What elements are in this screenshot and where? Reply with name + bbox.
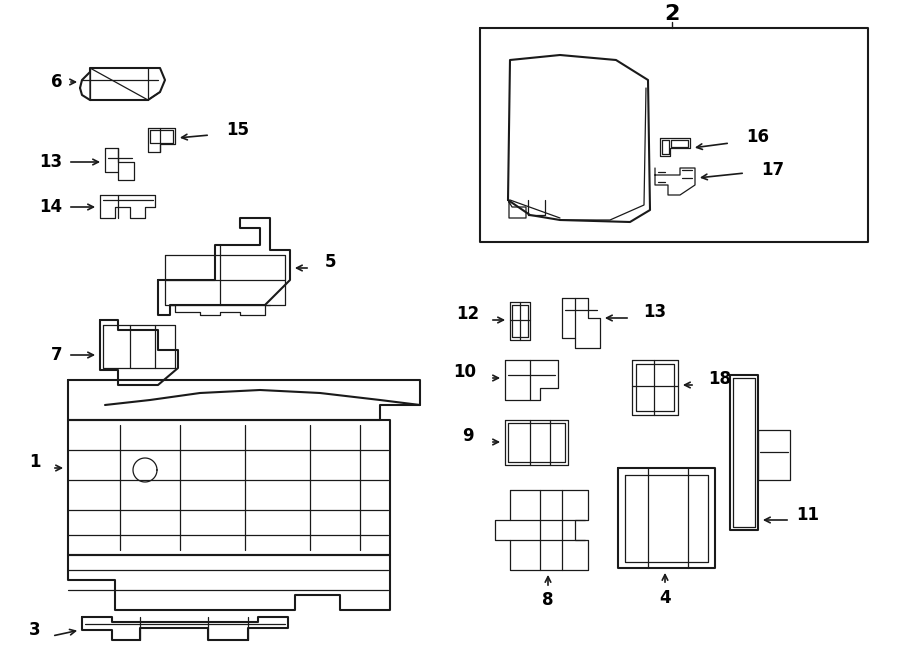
Text: 11: 11 <box>796 506 820 524</box>
Text: 2: 2 <box>664 4 680 24</box>
Text: 7: 7 <box>50 346 62 364</box>
Text: 3: 3 <box>29 621 40 639</box>
Text: 17: 17 <box>761 161 785 179</box>
Text: 5: 5 <box>324 253 336 271</box>
Text: 1: 1 <box>29 453 40 471</box>
Text: 15: 15 <box>227 121 249 139</box>
Text: 4: 4 <box>659 589 670 607</box>
Text: 16: 16 <box>746 128 769 146</box>
Text: 9: 9 <box>463 427 473 445</box>
Text: 14: 14 <box>39 198 62 216</box>
Text: 13: 13 <box>644 303 667 321</box>
Text: 12: 12 <box>456 305 480 323</box>
Text: 8: 8 <box>542 591 554 609</box>
Text: 6: 6 <box>50 73 62 91</box>
Text: 18: 18 <box>708 370 732 388</box>
Text: 13: 13 <box>39 153 62 171</box>
Text: 10: 10 <box>454 363 476 381</box>
